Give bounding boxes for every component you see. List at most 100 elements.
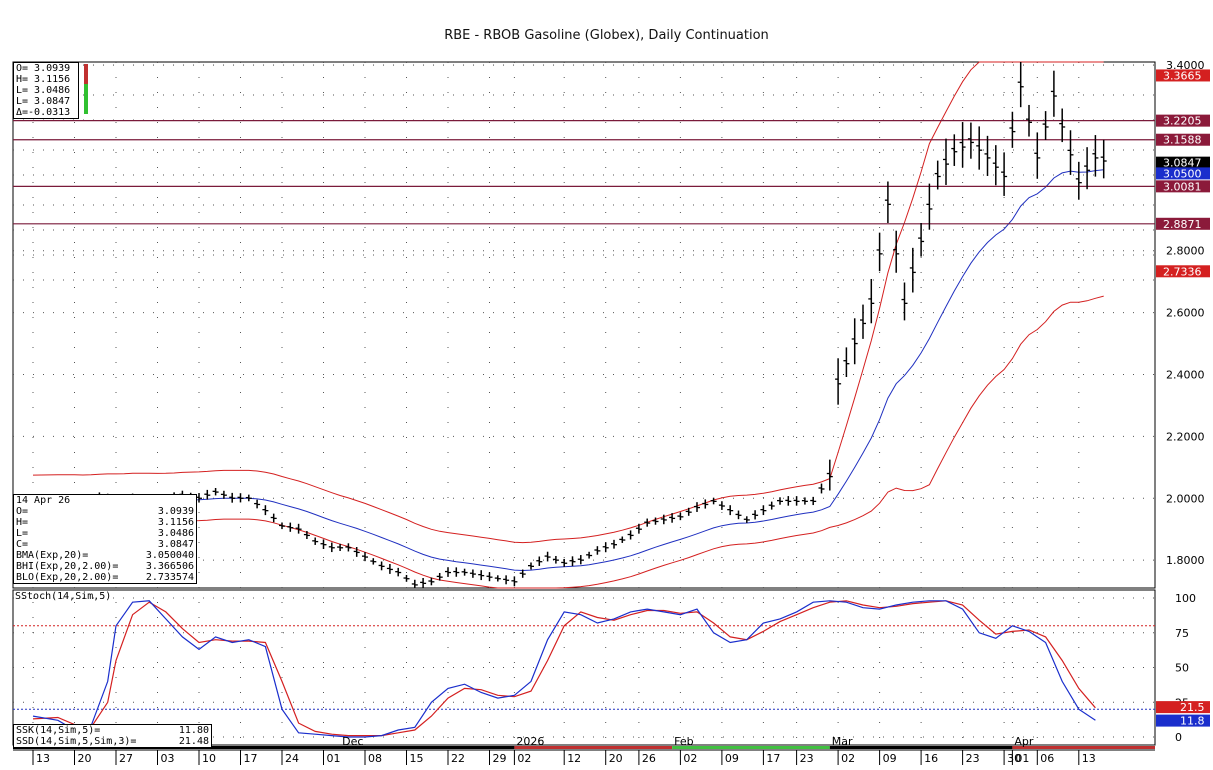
stoch-row: SSD(14,Sim,5,Sim,3)= 21.48 (14, 736, 211, 747)
price-bar (469, 569, 476, 578)
date-tick-label: 20 (609, 752, 623, 765)
info-row: H= 3.1156 (14, 517, 196, 528)
price-bar (245, 494, 252, 502)
moving-average-line (33, 169, 1104, 572)
date-tick-label: 02 (841, 752, 855, 765)
price-label-text: 3.0081 (1163, 180, 1202, 193)
price-bar (544, 551, 551, 562)
price-bar (577, 555, 584, 565)
price-bar (569, 556, 576, 567)
price-label-text: 2.7336 (1163, 265, 1202, 278)
price-label-box (1156, 133, 1210, 146)
price-bar (660, 514, 667, 525)
info-label: BLO(Exp,20,2.00)= (16, 572, 119, 583)
price-bar (702, 499, 709, 509)
price-bar (909, 247, 916, 293)
price-bar (395, 567, 402, 577)
price-bar (436, 572, 443, 581)
price-bar (1092, 135, 1099, 177)
price-bar (328, 542, 335, 553)
price-bar (976, 126, 983, 170)
price-bar (1059, 108, 1066, 143)
price-bar (503, 575, 510, 585)
price-bar (453, 567, 460, 577)
price-axis: 3.4000 2.8000 2.6000 2.4000 2.2000 2.0000 1.80… (1156, 59, 1210, 567)
info-row: BMA(Exp,20)= 3.050040 (14, 550, 196, 561)
price-bar (552, 555, 559, 564)
price-bar (611, 539, 617, 549)
info-rows: O= 3.0939 H= 3.1156 L= 3.0486 C= 3.0847 BMA(Exp,… (14, 506, 196, 583)
date-tick-label: 06 (1040, 752, 1054, 765)
month-band (829, 746, 1013, 749)
info-value: 3.0847 (157, 539, 194, 550)
price-label-text: 3.0847 (1163, 157, 1202, 170)
price-label-box (1156, 217, 1210, 230)
date-tick-label: 15 (410, 752, 424, 765)
price-bar (420, 577, 427, 588)
price-bar (967, 122, 974, 159)
price-bar (926, 183, 933, 230)
stoch-tick-label: 75 (1175, 627, 1189, 640)
price-bar (1009, 111, 1016, 148)
price-bar (876, 232, 883, 272)
price-tick-label: 2.4000 (1166, 369, 1205, 382)
stoch-label-text: 21.5 (1180, 701, 1205, 714)
info-row: L= 3.0486 (14, 528, 196, 539)
price-label-box (1156, 167, 1210, 180)
info-label: BMA(Exp,20)= (16, 550, 89, 561)
stoch-d-line (32, 600, 1096, 737)
price-label-text: 3.0500 (1163, 167, 1202, 180)
stoch-row: SSK(14,Sim,5)= 11.80 (14, 725, 211, 736)
price-bar (743, 516, 750, 523)
info-row: BHI(Exp,20,2.00)= 3.366506 (14, 561, 196, 572)
info-label: BHI(Exp,20,2.00)= (16, 561, 119, 572)
price-bar (494, 575, 501, 582)
date-tick-label: 13 (1082, 752, 1096, 765)
date-tick-label: 13 (36, 752, 50, 765)
date-tick-label: 24 (285, 752, 299, 765)
price-bar (386, 563, 393, 574)
month-label: Feb (674, 735, 693, 748)
price-bar (718, 501, 725, 510)
price-tick-label: 2.2000 (1166, 430, 1205, 443)
price-bar (1017, 62, 1024, 108)
price-bar (677, 512, 684, 521)
price-label-box (1156, 265, 1210, 278)
price-bar (1084, 147, 1091, 190)
price-bar (303, 531, 310, 539)
price-bar (868, 278, 875, 324)
stoch-label: SSK(14,Sim,5)= (16, 725, 101, 736)
price-bar (826, 459, 833, 491)
price-bar (428, 577, 435, 586)
price-label-text: 2.8871 (1163, 218, 1202, 231)
price-bar (337, 543, 344, 552)
price-label-text: 3.3665 (1163, 69, 1202, 82)
price-bar (370, 558, 377, 565)
date-tick-label: 16 (924, 752, 938, 765)
price-bar (851, 318, 858, 365)
info-row: O= 3.0939 (14, 506, 196, 517)
info-value: 3.0939 (157, 506, 194, 517)
price-bar (785, 496, 792, 506)
grid (13, 62, 1155, 745)
month-label: Apr (1014, 735, 1034, 748)
price-bar (461, 568, 468, 576)
date-tick-label: 27 (119, 752, 133, 765)
price-bar (793, 496, 800, 506)
price-bar (519, 569, 526, 578)
ohlc-readout: O= 3.0939 H= 3.1156 L= 3.0486 L= 3.0847 … (13, 62, 79, 119)
price-bar (594, 546, 601, 555)
stoch-tick-label: 50 (1175, 662, 1189, 675)
price-bar (279, 522, 285, 530)
date-tick-label: 01 (1015, 752, 1029, 765)
price-bar (1067, 130, 1074, 175)
info-row: BLO(Exp,20,2.00)= 2.733574 (14, 572, 196, 583)
date-tick-label: 10 (202, 752, 216, 765)
stoch-label-box (1156, 701, 1210, 714)
ohlc-low: L= 3.0486 (16, 85, 71, 96)
price-label-box (1156, 114, 1210, 127)
price-bar (229, 492, 236, 503)
price-tick-label: 3.4000 (1166, 59, 1205, 72)
info-value: 3.366506 (145, 561, 194, 572)
date-tick-label: 26 (642, 752, 656, 765)
